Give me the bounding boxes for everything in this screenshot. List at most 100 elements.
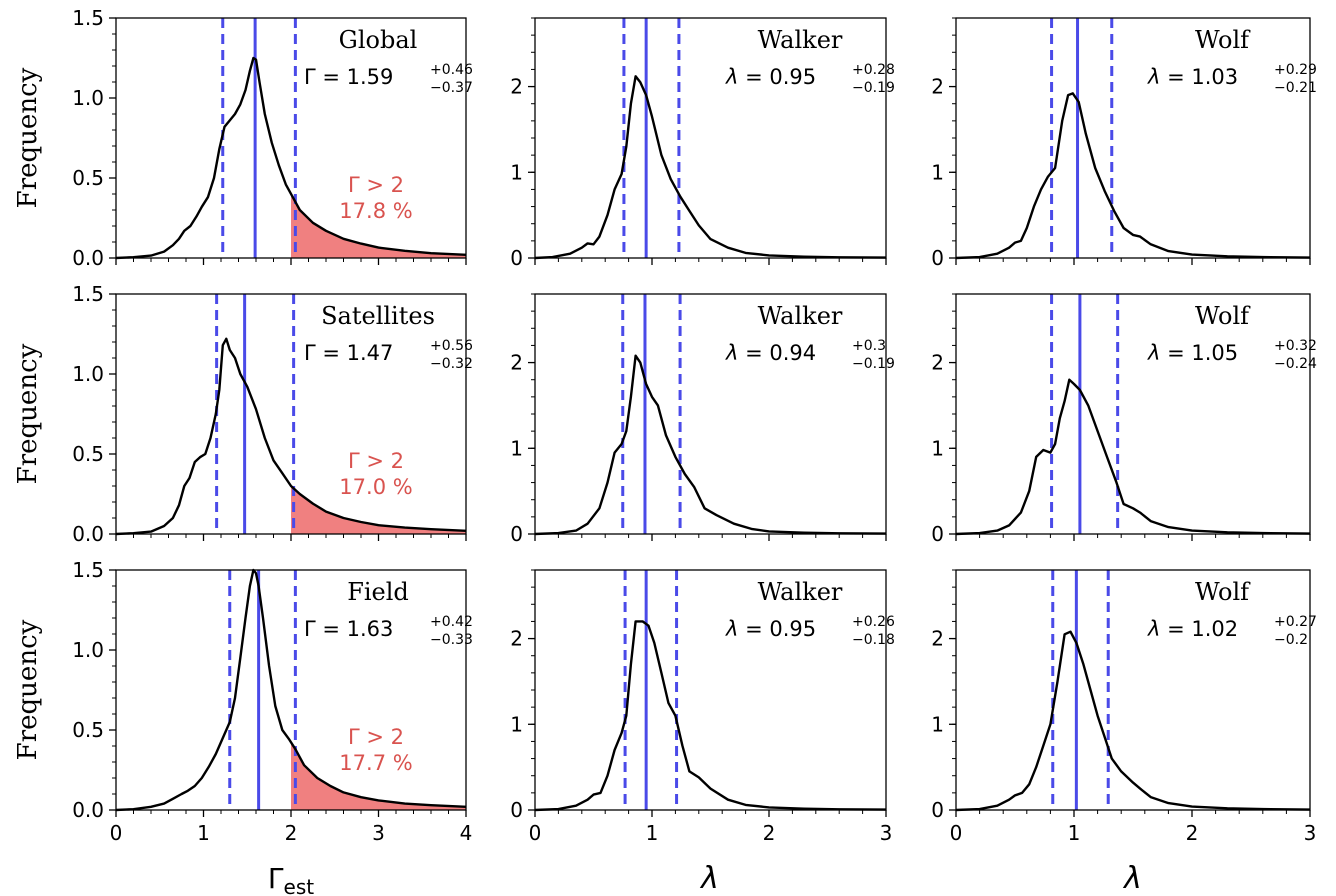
y-tick-label: 1: [931, 712, 944, 736]
panel-title: Field: [347, 578, 409, 606]
x-tick-label: 0: [110, 821, 123, 845]
tail-label: Γ > 2: [348, 449, 404, 473]
y-tick-label: 1.5: [72, 282, 104, 306]
y-tick-label: 0: [510, 522, 523, 546]
tail-percent: 17.8 %: [339, 199, 412, 223]
panel-title: Wolf: [1195, 578, 1251, 606]
distribution-curve: [534, 354, 887, 536]
panel-title: Wolf: [1195, 302, 1251, 330]
y-tick-label: 0: [510, 798, 523, 822]
y-tick-label: 1: [931, 160, 944, 184]
distribution-curve: [534, 75, 887, 260]
stat-symbol: λ: [1147, 341, 1160, 365]
y-tick-label: 2: [510, 75, 523, 99]
stat-annotation: Γ = 1.63: [304, 617, 393, 641]
x-label-subscript: est: [284, 875, 315, 896]
y-tick-label: 1: [931, 436, 944, 460]
stat-minus: −0.24: [1274, 356, 1317, 372]
y-axis-label: Frequency: [13, 343, 43, 484]
stat-annotation: λ = 0.94: [725, 341, 816, 365]
stat-plus: +0.32: [1274, 338, 1317, 354]
panel-title: Walker: [758, 302, 843, 330]
x-tick-label: 1: [197, 821, 210, 845]
panel-title: Wolf: [1195, 26, 1251, 54]
panel-0-2: 0 1 2 Wolf λ = 1.03 +0.29 −0.21: [931, 17, 1317, 270]
panel-title: Walker: [758, 578, 843, 606]
stat-minus: −0.19: [852, 80, 895, 96]
x-label-main: Γ: [268, 862, 284, 895]
distribution-curve: [115, 337, 467, 536]
x-tick-label: 2: [763, 821, 776, 845]
y-tick-label: 1: [510, 160, 523, 184]
y-tick-label: 0.5: [72, 442, 104, 466]
y-tick-label: 1.0: [72, 362, 104, 386]
stat-annotation: Γ = 1.59: [304, 65, 393, 89]
tail-percent: 17.0 %: [339, 475, 412, 499]
panel-2-0: 0 1 2 3 4 0.0 0.5 1.0 1.5 Field Γ = 1.63 +0.42 −0.33…: [13, 558, 473, 845]
stat-minus: −0.32: [430, 356, 473, 372]
distribution-curve: [534, 620, 887, 812]
stat-plus: +0.42: [430, 614, 473, 630]
stat-symbol: λ: [1147, 617, 1160, 641]
distribution-curve: [955, 630, 1311, 812]
stat-symbol: λ: [725, 617, 738, 641]
stat-value: = 0.94: [738, 341, 816, 365]
y-tick-label: 0: [931, 522, 944, 546]
stat-plus: +0.46: [430, 62, 473, 78]
tail-percent: 17.7 %: [339, 751, 412, 775]
stat-annotation: λ = 1.02: [1147, 617, 1238, 641]
distribution-curve: [955, 378, 1311, 536]
stat-symbol: Γ: [304, 617, 316, 641]
stat-plus: +0.3: [852, 338, 886, 354]
tail-label: Γ > 2: [348, 725, 404, 749]
y-tick-label: 1: [510, 436, 523, 460]
axes-frame: [955, 293, 1311, 535]
tail-fill: [291, 486, 466, 534]
stat-minus: −0.33: [430, 632, 473, 648]
stat-annotation: λ = 0.95: [725, 65, 816, 89]
y-tick-label: 0.5: [72, 718, 104, 742]
y-tick-label: 2: [931, 627, 944, 651]
stat-value: = 0.95: [738, 617, 816, 641]
stat-minus: −0.37: [430, 80, 473, 96]
panel-2-2: 0 1 2 3 0 1 2 Wolf λ = 1.02 +0.27 −0.2: [931, 569, 1317, 845]
x-axis-label-lambda-walker: λ: [699, 861, 719, 896]
stat-minus: −0.18: [852, 632, 895, 648]
stat-value: = 1.02: [1160, 617, 1238, 641]
tail-fill: [291, 742, 466, 810]
y-tick-label: 1.0: [72, 86, 104, 110]
distribution-curve: [955, 92, 1311, 260]
stat-minus: −0.19: [852, 356, 895, 372]
distribution-curve: [115, 56, 467, 260]
stat-annotation: λ = 0.95: [725, 617, 816, 641]
y-axis-label: Frequency: [13, 67, 43, 208]
stat-plus: +0.28: [852, 62, 895, 78]
stat-plus: +0.29: [1274, 62, 1317, 78]
stat-value: = 1.03: [1160, 65, 1238, 89]
axes-frame: [534, 293, 887, 535]
panel-title: Satellites: [321, 302, 435, 330]
stat-value: = 1.47: [316, 341, 394, 365]
y-tick-label: 2: [931, 351, 944, 375]
stat-plus: +0.26: [852, 614, 895, 630]
x-tick-label: 4: [460, 821, 473, 845]
x-tick-label: 2: [1186, 821, 1199, 845]
y-tick-label: 0: [931, 246, 944, 270]
x-tick-label: 1: [1068, 821, 1081, 845]
stat-minus: −0.2: [1274, 632, 1308, 648]
stat-annotation: λ = 1.05: [1147, 341, 1238, 365]
stat-value: = 0.95: [738, 65, 816, 89]
stat-value: = 1.59: [316, 65, 394, 89]
x-tick-label: 0: [529, 821, 542, 845]
stat-plus: +0.27: [1274, 614, 1317, 630]
axes-frame: [534, 569, 887, 811]
stat-plus: +0.56: [430, 338, 473, 354]
stat-symbol: λ: [725, 65, 738, 89]
y-tick-label: 2: [931, 75, 944, 99]
panel-title: Walker: [758, 26, 843, 54]
x-tick-label: 3: [880, 821, 893, 845]
